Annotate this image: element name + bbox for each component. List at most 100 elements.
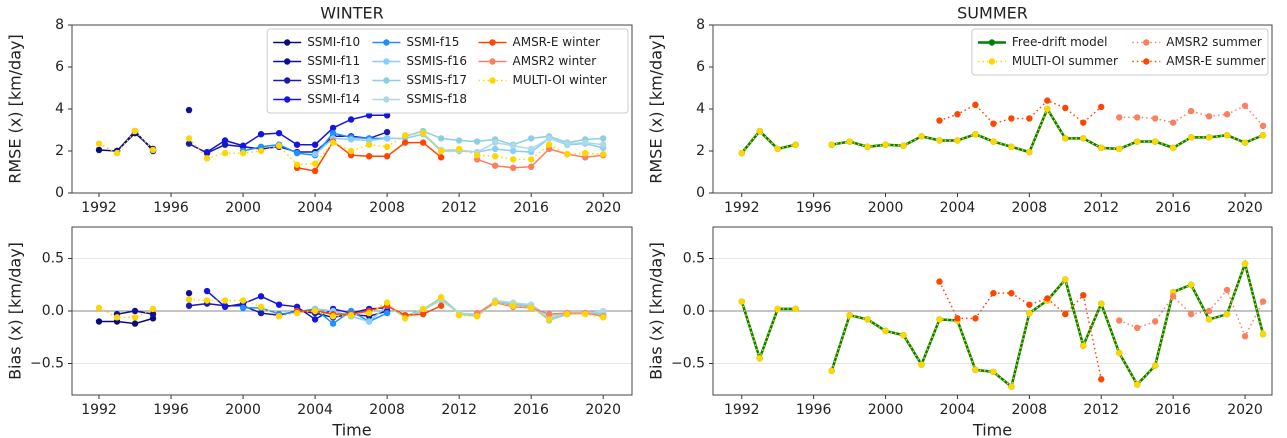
x-tick-label: 2016: [513, 200, 549, 216]
data-point: [581, 310, 589, 318]
data-point: [383, 299, 391, 306]
data-point: [1080, 135, 1087, 142]
data-point: [936, 137, 943, 144]
data-point: [1151, 318, 1159, 325]
y-tick-label: −0.5: [671, 356, 705, 372]
y-tick-label: 6: [696, 59, 705, 75]
data-point: [347, 116, 355, 123]
data-point: [383, 309, 391, 317]
data-point: [221, 303, 229, 310]
data-point: [347, 147, 355, 155]
legend-label: SSMIS-f16: [406, 54, 467, 68]
data-point: [954, 137, 961, 144]
data-point: [1151, 362, 1159, 369]
data-point: [239, 304, 247, 312]
data-point: [437, 302, 445, 309]
data-point: [1062, 310, 1069, 318]
data-point: [491, 153, 499, 160]
y-tick-label: 6: [55, 59, 64, 75]
x-axis-label: Time: [972, 421, 1012, 438]
x-axis-label: Time: [331, 421, 371, 438]
data-point: [311, 141, 319, 148]
data-point: [1098, 103, 1105, 111]
data-point: [1241, 260, 1249, 267]
data-point: [1044, 105, 1051, 113]
data-point: [1223, 286, 1231, 294]
data-point: [257, 131, 265, 138]
data-point: [990, 120, 997, 127]
x-tick-label: 1992: [724, 402, 760, 418]
data-point: [756, 127, 763, 135]
data-point: [311, 316, 319, 323]
data-point: [455, 145, 463, 153]
data-point: [347, 136, 355, 143]
data-point: [936, 117, 943, 124]
legend-marker: [284, 77, 291, 84]
x-tick-label: 2000: [225, 402, 261, 418]
data-point: [756, 355, 763, 362]
data-point: [257, 293, 265, 300]
legend-marker: [383, 58, 390, 65]
data-point: [1008, 383, 1015, 390]
data-point: [1026, 115, 1033, 122]
data-point: [1098, 300, 1105, 307]
legend-label: SSMI-f13: [307, 73, 360, 87]
data-point: [95, 318, 103, 325]
data-point: [599, 307, 607, 315]
x-tick-label: 2004: [297, 200, 333, 216]
data-point: [828, 367, 835, 375]
x-tick-label: 2004: [297, 402, 333, 418]
data-point: [509, 142, 517, 149]
data-point: [882, 327, 889, 335]
x-tick-label: 2000: [868, 402, 904, 418]
data-point: [491, 299, 499, 306]
data-point: [275, 313, 283, 320]
data-point: [311, 167, 319, 175]
x-tick-label: 2000: [225, 200, 261, 216]
legend-marker: [284, 96, 291, 103]
data-point: [936, 278, 943, 285]
data-point: [864, 143, 871, 150]
legend-label: SSMI-f11: [307, 54, 360, 68]
data-point: [1008, 115, 1015, 122]
x-tick-label: 2020: [1227, 402, 1263, 418]
y-axis-label: Bias (x) [km/day]: [647, 242, 666, 380]
y-tick-label: 4: [696, 101, 705, 117]
axes-frame: [712, 226, 1273, 396]
data-point: [293, 141, 301, 148]
data-point: [972, 131, 979, 138]
legend-marker: [489, 39, 496, 46]
data-point: [1205, 113, 1213, 120]
data-point: [185, 296, 193, 303]
x-tick-label: 2012: [1083, 200, 1119, 216]
legend-marker: [383, 77, 390, 84]
data-point: [257, 309, 265, 317]
data-point: [1259, 330, 1267, 338]
data-point: [221, 137, 229, 144]
data-point: [1116, 145, 1123, 153]
data-point: [774, 305, 781, 313]
data-point: [131, 320, 139, 327]
legend-label: MULTI-OI winter: [513, 73, 607, 87]
data-point: [1080, 119, 1087, 126]
data-point: [509, 156, 517, 163]
data-point: [293, 309, 301, 317]
legend-label: SSMI-f14: [307, 92, 360, 106]
x-tick-label: 2012: [1083, 402, 1119, 418]
legend-marker: [284, 58, 291, 65]
legend-marker: [284, 39, 291, 46]
data-point: [1169, 119, 1177, 126]
data-point: [437, 135, 445, 142]
data-point: [1241, 102, 1249, 110]
data-point: [113, 314, 121, 321]
data-point: [383, 128, 391, 136]
data-point: [419, 139, 427, 146]
data-point: [185, 140, 193, 147]
data-point: [738, 149, 745, 157]
data-point: [293, 161, 301, 168]
legend-label: AMSR-E winter: [513, 35, 601, 49]
data-point: [383, 135, 391, 142]
data-point: [846, 138, 853, 145]
axes-frame: [71, 24, 633, 194]
